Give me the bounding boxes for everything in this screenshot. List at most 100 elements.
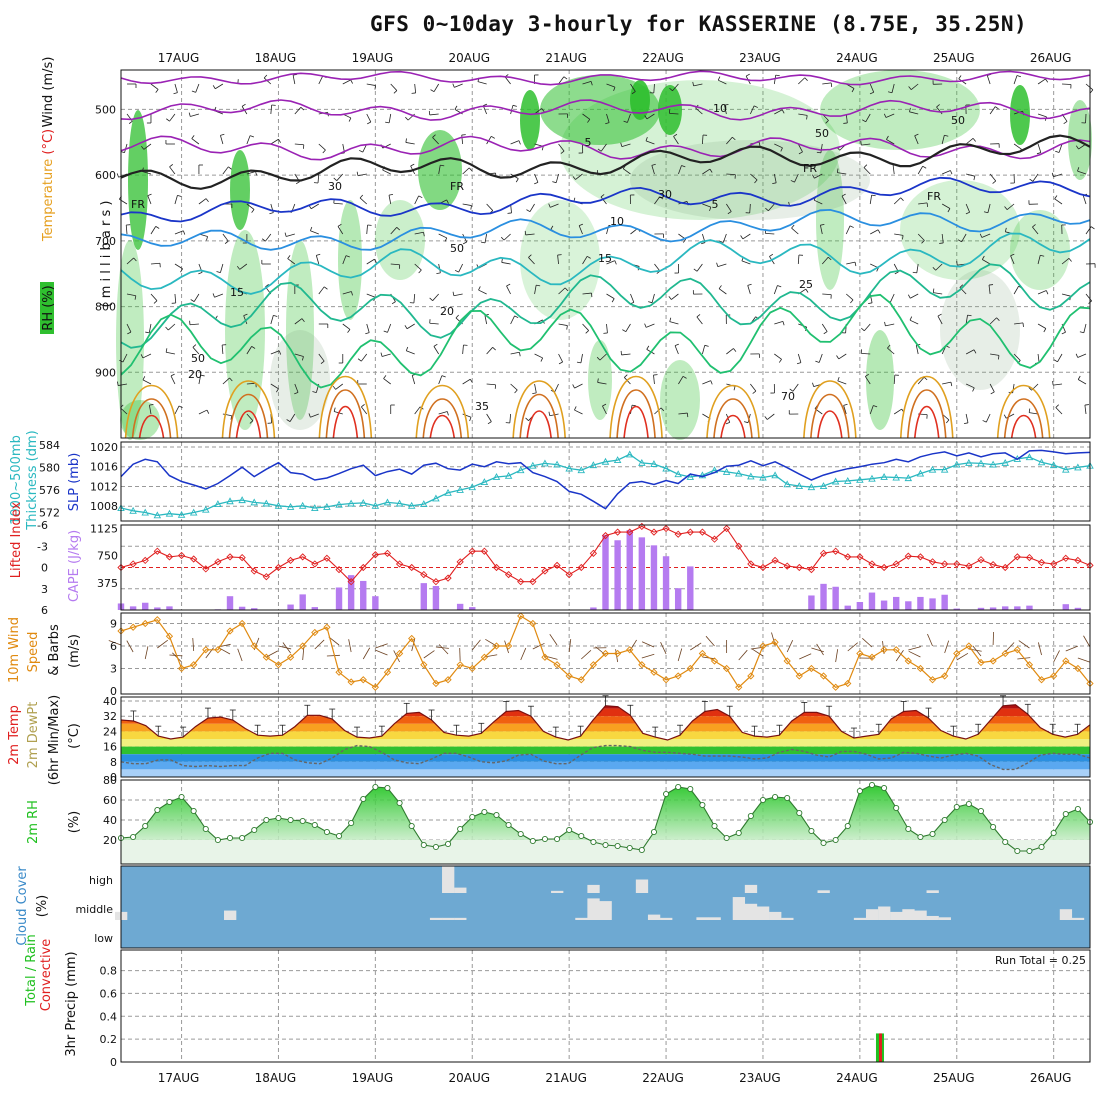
wind-barb: [837, 172, 847, 175]
cloud-high-cell: [587, 884, 600, 893]
wind-barb: [574, 409, 583, 415]
wind-barb: [869, 83, 875, 93]
wind-barb: [270, 413, 273, 424]
contour-line: [120, 208, 1091, 251]
lifted-index-point: [371, 551, 379, 559]
cloud-middle-cell: [902, 909, 915, 920]
wind10-barb: [811, 647, 824, 653]
cape-ytick: 750: [97, 550, 118, 563]
wind-barb: [514, 315, 519, 319]
wind-barb: [504, 76, 511, 85]
wind-barb: [613, 86, 616, 92]
wind-barb: [558, 143, 565, 152]
wind-barb: [198, 409, 208, 415]
wind10-point: [1074, 664, 1082, 673]
wind-barb: [191, 135, 195, 139]
wind-barb: [269, 212, 274, 215]
lifted-index-point: [541, 567, 549, 575]
wind10-point: [771, 638, 779, 646]
wind-barb: [1082, 195, 1087, 205]
wind-barb: [150, 262, 160, 265]
rh-point: [868, 781, 876, 789]
wind-barb: [887, 347, 895, 355]
cloud-middle-cell: [853, 917, 867, 920]
cape-ytick: 375: [97, 577, 118, 590]
wind-barb: [478, 289, 487, 295]
cape-bar: [1026, 605, 1033, 610]
rh-point: [699, 801, 706, 809]
warm-contour: [1010, 414, 1037, 439]
wind-barb: [150, 293, 158, 301]
lifted-index-point: [735, 542, 743, 550]
wind-barb: [174, 83, 178, 93]
thickness-point: [722, 467, 731, 475]
rh-shade: [116, 240, 144, 440]
rh-point: [711, 822, 718, 830]
wind-barb: [169, 164, 174, 168]
wind-barb: [752, 390, 757, 394]
lifted-index-point: [819, 549, 828, 557]
cloud-middle-cell: [1059, 909, 1073, 920]
wind-barb: [885, 113, 895, 118]
precip-convective-label-part: Convective: [39, 939, 54, 1012]
wind-barb: [726, 348, 734, 355]
wind-barb: [846, 261, 856, 265]
wind-barb: [345, 255, 350, 258]
thickness-point: [298, 501, 307, 509]
wind10-barb: [1077, 657, 1091, 663]
lifted-index-point: [444, 574, 452, 582]
rh-point: [517, 830, 524, 838]
wind-barb: [550, 203, 559, 208]
wind-barb: [446, 411, 449, 416]
wind10-barb: [375, 643, 388, 649]
cape-bar: [335, 587, 343, 610]
thickness-point: [977, 459, 985, 467]
wind-barb: [366, 83, 376, 86]
cloud-middle-cell: [769, 911, 782, 920]
wind-barb: [148, 323, 152, 333]
warm-contour: [803, 380, 857, 439]
wind-barb: [606, 260, 615, 265]
thickness-ytick-left: 576: [39, 484, 60, 497]
slp-label: SLP (mb): [67, 453, 82, 512]
warm-contour: [429, 414, 456, 439]
wind-barb: [645, 323, 655, 328]
wind-barb: [317, 173, 320, 184]
wind-barb: [985, 413, 991, 423]
rh-shade: [520, 200, 600, 320]
cloud-middle-cell: [587, 898, 600, 920]
wind-barb: [414, 263, 422, 271]
wind10-barb: [302, 647, 305, 661]
wind-barb: [645, 140, 655, 145]
date-label-bottom: 22AUG: [642, 1071, 684, 1085]
wind10-barb: [641, 653, 655, 659]
cloud-level-label: middle: [75, 903, 113, 916]
wind-barb: [246, 171, 256, 175]
wind-barb: [935, 263, 943, 271]
rh-point: [214, 836, 221, 844]
precip-units-label: 3hr Precip (mm): [64, 951, 79, 1056]
wind-barb: [222, 377, 230, 385]
wind-barb: [143, 143, 152, 150]
wind-barb: [1058, 143, 1063, 153]
wind-barb: [669, 112, 679, 115]
wind-barb: [1037, 113, 1047, 118]
wind-barb: [1036, 152, 1041, 155]
wind10-point: [1062, 657, 1070, 665]
temp-label-4-part: (°C): [67, 723, 82, 749]
wind-barb: [1037, 323, 1047, 329]
wind-barb: [221, 344, 224, 355]
wind-barb: [606, 83, 616, 88]
wind-barb: [780, 147, 783, 152]
rh-shade: [520, 90, 540, 150]
thickness-point: [141, 508, 149, 516]
date-label-top: 19AUG: [352, 51, 394, 65]
warm-contour: [138, 414, 165, 439]
wind-barb: [446, 199, 449, 204]
wind10-point: [420, 661, 428, 669]
wind-barb: [885, 323, 895, 327]
thickness-point: [783, 480, 791, 488]
contour-label: FR: [803, 162, 817, 175]
wind-barb: [1013, 143, 1022, 150]
wind-barb: [576, 361, 582, 364]
